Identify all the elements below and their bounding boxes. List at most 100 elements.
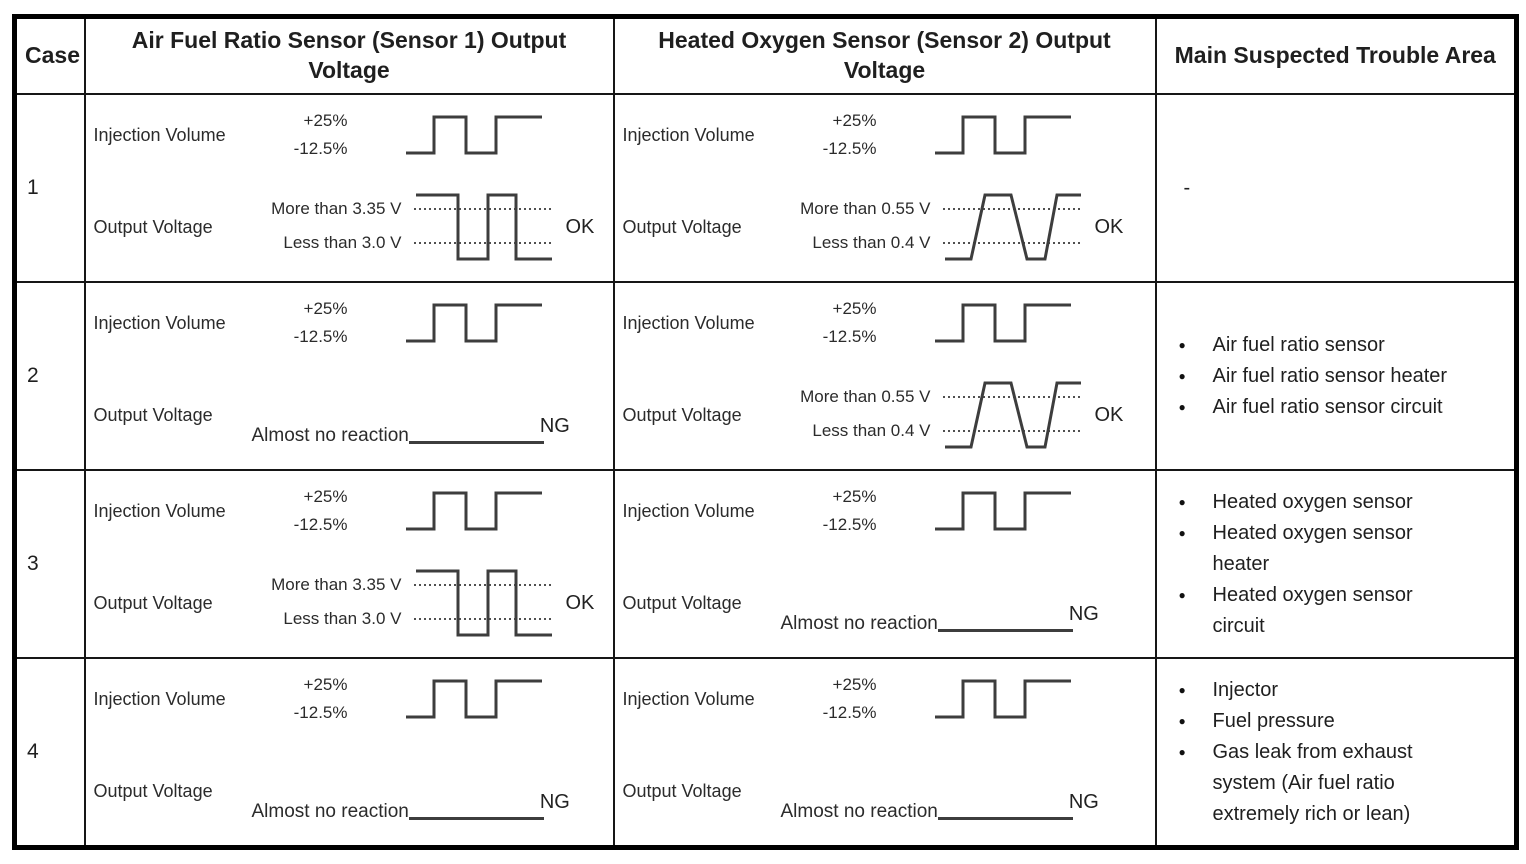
injection-label: Injection Volume: [93, 688, 226, 709]
output-label: Output Voltage: [93, 780, 213, 801]
injection-high-label: +25%: [303, 487, 348, 506]
case-cell: 4: [13, 657, 86, 849]
trouble-item: ● Gas leak from exhaust system (Air fuel …: [1179, 737, 1503, 830]
trouble-item: ● Air fuel ratio sensor circuit: [1179, 392, 1503, 423]
upper-threshold-label: More than 0.55 V: [800, 199, 931, 218]
trouble-item-text: Heated oxygen sensor heater: [1212, 521, 1413, 575]
verdict-ok: OK: [1094, 215, 1124, 238]
injection-waveform: [405, 679, 542, 719]
flat-output-line: [408, 817, 544, 820]
verdict-ok: OK: [1094, 403, 1124, 426]
injection-low-label: -12.5%: [822, 139, 877, 158]
injection-high-label: +25%: [303, 299, 348, 318]
injection-waveform: [934, 491, 1071, 531]
flat-output-line: [937, 817, 1073, 820]
no-reaction-label: Almost no reaction: [251, 425, 409, 446]
no-reaction-group: Almost no reaction NG: [252, 751, 570, 831]
trouble-item-text: Heated oxygen sensor circuit: [1212, 583, 1413, 637]
table-row: 2 Injection Volume +25% -12.5% Output Voltag…: [13, 281, 1518, 471]
sensor1-cell: Injection Volume +25% -12.5% Output Voltage…: [83, 93, 615, 283]
trouble-item: ● Air fuel ratio sensor: [1179, 330, 1503, 361]
flat-output-line: [408, 441, 544, 444]
injection-level-labels: +25% -12.5%: [781, 675, 877, 723]
header-sensor1: Air Fuel Ratio Sensor (Sensor 1) Output …: [83, 15, 615, 95]
output-waveform: [942, 193, 1081, 261]
trouble-item-text: Heated oxygen sensor: [1212, 490, 1413, 513]
output-waveform: [413, 569, 552, 637]
trouble-item: ● Heated oxygen sensor: [1179, 487, 1503, 518]
diagnostic-table: Case Air Fuel Ratio Sensor (Sensor 1) Ou…: [12, 14, 1519, 850]
injection-level-labels: +25% -12.5%: [781, 299, 877, 347]
trouble-item: ● Injector: [1179, 675, 1503, 706]
injection-low-label: -12.5%: [822, 515, 877, 534]
table-row: 4 Injection Volume +25% -12.5% Output Voltag…: [13, 657, 1518, 849]
verdict-ok: OK: [565, 591, 595, 614]
output-label: Output Voltage: [93, 404, 213, 425]
output-label: Output Voltage: [93, 592, 213, 613]
injection-label: Injection Volume: [622, 688, 755, 709]
no-reaction-group: Almost no reaction NG: [780, 563, 1099, 643]
trouble-item: ● Heated oxygen sensor circuit: [1179, 580, 1503, 642]
injection-label: Injection Volume: [622, 500, 755, 521]
trouble-item: ● Heated oxygen sensor heater: [1179, 518, 1503, 580]
verdict-ok: OK: [565, 215, 595, 238]
table-body: 1 Injection Volume +25% -12.5% Output Voltag…: [13, 93, 1518, 849]
injection-low-label: -12.5%: [293, 703, 348, 722]
lower-threshold-label: Less than 0.4 V: [812, 421, 931, 440]
bullet-icon: ●: [1178, 399, 1186, 414]
output-row: Output Voltage More than 0.55 V Less than …: [623, 375, 1151, 455]
injection-waveform: [934, 115, 1071, 155]
injection-waveform: [405, 303, 542, 343]
flat-output-line: [937, 629, 1073, 632]
injection-high-label: +25%: [832, 299, 877, 318]
injection-row: Injection Volume +25% -12.5%: [623, 673, 1151, 725]
injection-label: Injection Volume: [622, 312, 755, 333]
trouble-list: ● Air fuel ratio sensor ● Air fuel ratio se…: [1179, 330, 1503, 423]
injection-high-label: +25%: [303, 111, 348, 130]
injection-label: Injection Volume: [93, 124, 226, 145]
injection-row: Injection Volume +25% -12.5%: [94, 485, 609, 537]
no-reaction-label: Almost no reaction: [780, 613, 938, 634]
sensor1-cell: Injection Volume +25% -12.5% Output Voltage…: [83, 469, 615, 659]
trouble-item-text: Air fuel ratio sensor circuit: [1212, 395, 1443, 418]
output-waveform: [942, 381, 1081, 449]
output-threshold-labels: More than 3.35 V Less than 3.0 V: [252, 563, 401, 643]
bullet-icon: ●: [1178, 587, 1186, 602]
trouble-cell: ● Air fuel ratio sensor ● Air fuel ratio se…: [1154, 281, 1518, 471]
header-trouble: Main Suspected Trouble Area: [1154, 15, 1518, 95]
injection-level-labels: +25% -12.5%: [252, 111, 348, 159]
sensor2-cell: Injection Volume +25% -12.5% Output Voltage…: [612, 657, 1157, 849]
trouble-list: ● Heated oxygen sensor ● Heated oxygen sens…: [1179, 487, 1503, 642]
output-row: Output Voltage More than 3.35 V Less than …: [94, 563, 609, 643]
bullet-icon: ●: [1178, 744, 1186, 759]
bullet-icon: ●: [1178, 494, 1186, 509]
no-reaction-group: Almost no reaction NG: [781, 751, 1099, 831]
case-cell: 2: [13, 281, 86, 471]
output-row: Output Voltage Almost no reaction NG: [623, 751, 1151, 831]
injection-waveform: [405, 115, 542, 155]
injection-row: Injection Volume +25% -12.5%: [94, 297, 609, 349]
injection-row: Injection Volume +25% -12.5%: [94, 673, 609, 725]
injection-level-labels: +25% -12.5%: [252, 299, 348, 347]
injection-high-label: +25%: [303, 675, 348, 694]
injection-high-label: +25%: [832, 487, 877, 506]
trouble-item-text: Injector: [1212, 678, 1279, 701]
injection-waveform: [934, 679, 1071, 719]
output-row: Output Voltage More than 0.55 V Less than …: [623, 187, 1151, 267]
lower-threshold-label: Less than 3.0 V: [283, 233, 402, 252]
verdict-ng: NG: [1068, 791, 1099, 813]
injection-label: Injection Volume: [93, 500, 226, 521]
trouble-item: ● Fuel pressure: [1179, 706, 1503, 737]
output-row: Output Voltage Almost no reaction NG: [94, 375, 609, 455]
sensor2-cell: Injection Volume +25% -12.5% Output Voltage…: [612, 93, 1157, 283]
trouble-item-text: Air fuel ratio sensor heater: [1212, 364, 1448, 387]
upper-threshold-label: More than 3.35 V: [271, 199, 402, 218]
injection-high-label: +25%: [832, 111, 877, 130]
trouble-item: ● Air fuel ratio sensor heater: [1179, 361, 1503, 392]
injection-waveform: [405, 491, 542, 531]
upper-threshold-label: More than 0.55 V: [800, 387, 931, 406]
trouble-cell: ● Injector ● Fuel pressure ● Gas leak from ex…: [1154, 657, 1518, 849]
output-row: Output Voltage Almost no reaction NG: [623, 563, 1151, 643]
bullet-icon: ●: [1178, 682, 1186, 697]
